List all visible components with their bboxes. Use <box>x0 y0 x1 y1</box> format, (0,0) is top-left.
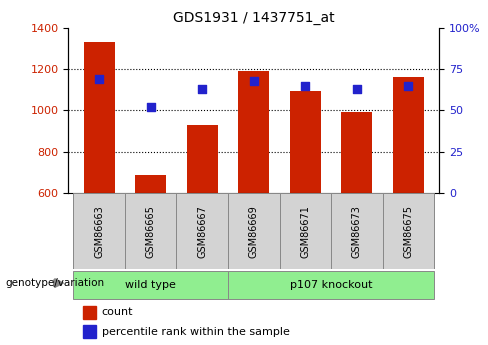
Bar <box>331 193 383 269</box>
Text: GSM86671: GSM86671 <box>300 205 310 258</box>
Point <box>250 78 258 83</box>
Text: percentile rank within the sample: percentile rank within the sample <box>102 327 289 337</box>
Text: p107 knockout: p107 knockout <box>290 280 372 289</box>
Bar <box>84 42 115 193</box>
Bar <box>83 325 96 338</box>
Bar <box>341 112 372 193</box>
Bar <box>187 125 218 193</box>
Bar <box>290 91 321 193</box>
Text: GSM86663: GSM86663 <box>94 205 104 257</box>
Bar <box>125 193 177 269</box>
Point <box>302 83 309 88</box>
Point <box>147 104 155 110</box>
Text: GSM86673: GSM86673 <box>352 205 362 258</box>
Text: genotype/variation: genotype/variation <box>5 278 104 288</box>
Bar <box>228 270 434 298</box>
Text: count: count <box>102 307 133 317</box>
Point <box>198 86 206 92</box>
Bar <box>393 77 424 193</box>
Title: GDS1931 / 1437751_at: GDS1931 / 1437751_at <box>173 11 335 25</box>
Bar <box>83 306 96 319</box>
Bar <box>280 193 331 269</box>
Bar <box>74 270 228 298</box>
Point <box>95 76 103 82</box>
Bar <box>177 193 228 269</box>
Bar <box>383 193 434 269</box>
Bar <box>228 193 280 269</box>
Bar <box>238 71 269 193</box>
Point <box>353 86 361 92</box>
Text: GSM86667: GSM86667 <box>197 205 207 258</box>
Text: GSM86675: GSM86675 <box>403 205 413 258</box>
Bar <box>74 193 125 269</box>
Text: wild type: wild type <box>125 280 176 289</box>
Text: GSM86669: GSM86669 <box>249 205 259 257</box>
Bar <box>135 175 166 193</box>
Text: GSM86665: GSM86665 <box>146 205 156 258</box>
Point <box>405 83 412 88</box>
